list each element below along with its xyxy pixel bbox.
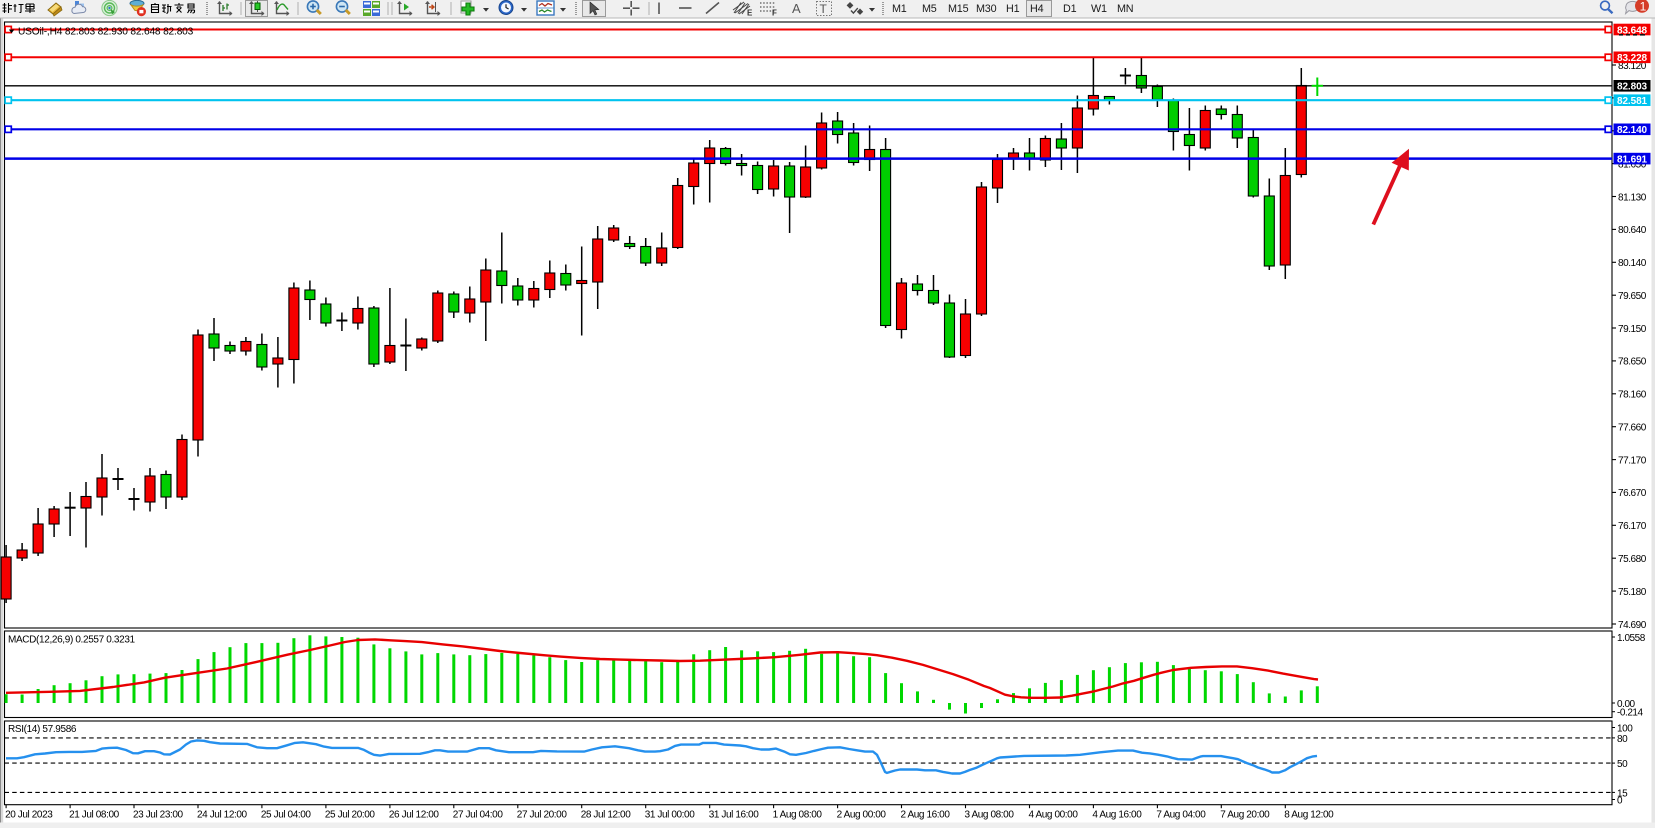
svg-text:1: 1 [1640, 0, 1647, 13]
svg-text:50: 50 [1617, 759, 1628, 770]
svg-text:81.130: 81.130 [1618, 192, 1647, 203]
svg-text:M30: M30 [976, 3, 997, 15]
svg-text:21 Jul 08:00: 21 Jul 08:00 [69, 810, 120, 821]
svg-text:26 Jul 12:00: 26 Jul 12:00 [389, 810, 440, 821]
svg-text:A: A [792, 1, 801, 16]
svg-text:8 Aug 12:00: 8 Aug 12:00 [1284, 810, 1334, 821]
svg-text:82.581: 82.581 [1617, 96, 1648, 107]
svg-text:78.650: 78.650 [1618, 357, 1647, 368]
svg-text:1 Aug 08:00: 1 Aug 08:00 [773, 810, 823, 821]
svg-text:81.691: 81.691 [1617, 154, 1648, 165]
svg-text:27 Jul 20:00: 27 Jul 20:00 [517, 810, 568, 821]
svg-text:83.648: 83.648 [1617, 25, 1648, 36]
svg-text:83.120: 83.120 [1618, 61, 1647, 72]
svg-text:76.670: 76.670 [1618, 488, 1647, 499]
svg-text:25 Jul 20:00: 25 Jul 20:00 [325, 810, 376, 821]
svg-text:76.170: 76.170 [1618, 521, 1647, 532]
svg-text:81.650: 81.650 [1618, 159, 1647, 170]
svg-text:4 Aug 16:00: 4 Aug 16:00 [1092, 810, 1142, 821]
svg-text:3 Aug 08:00: 3 Aug 08:00 [965, 810, 1015, 821]
svg-text:79.650: 79.650 [1618, 291, 1647, 302]
svg-text:M5: M5 [922, 3, 937, 15]
svg-text:1.0558: 1.0558 [1617, 633, 1646, 644]
svg-text:2 Aug 00:00: 2 Aug 00:00 [837, 810, 887, 821]
svg-text:74.690: 74.690 [1618, 620, 1647, 631]
svg-text:0: 0 [1617, 796, 1623, 807]
svg-text:31 Jul 00:00: 31 Jul 00:00 [645, 810, 696, 821]
svg-text:M1: M1 [892, 3, 907, 15]
svg-text:7 Aug 04:00: 7 Aug 04:00 [1156, 810, 1206, 821]
svg-text:77.170: 77.170 [1618, 455, 1647, 466]
svg-text:2 Aug 16:00: 2 Aug 16:00 [901, 810, 951, 821]
svg-text:15: 15 [1617, 788, 1628, 799]
svg-text:79.150: 79.150 [1618, 324, 1647, 335]
svg-text:75.180: 75.180 [1618, 587, 1647, 598]
svg-text:W1: W1 [1091, 3, 1107, 15]
svg-text:T: T [820, 2, 828, 16]
svg-text:75.680: 75.680 [1618, 554, 1647, 565]
svg-text:31 Jul 16:00: 31 Jul 16:00 [709, 810, 760, 821]
svg-text:USOil-,H4 82.803 82.930 82.64: USOil-,H4 82.803 82.930 82.648 82.803 [18, 26, 194, 37]
svg-text:82.140: 82.140 [1617, 125, 1648, 136]
svg-text:100: 100 [1617, 724, 1633, 735]
svg-text:27 Jul 04:00: 27 Jul 04:00 [453, 810, 504, 821]
svg-text:78.160: 78.160 [1618, 390, 1647, 401]
svg-text:77.660: 77.660 [1618, 423, 1647, 434]
svg-text:E: E [747, 9, 753, 18]
svg-text:H4: H4 [1030, 3, 1044, 15]
svg-text:-0.214: -0.214 [1617, 708, 1644, 719]
svg-text:83.228: 83.228 [1617, 53, 1648, 64]
svg-text:23 Jul 23:00: 23 Jul 23:00 [133, 810, 184, 821]
svg-text:RSI(14) 57.9586: RSI(14) 57.9586 [8, 724, 77, 735]
svg-text:MN: MN [1117, 3, 1133, 15]
svg-text:7 Aug 20:00: 7 Aug 20:00 [1220, 810, 1270, 821]
svg-text:H1: H1 [1006, 3, 1020, 15]
svg-text:4 Aug 00:00: 4 Aug 00:00 [1029, 810, 1079, 821]
svg-text:MACD(12,26,9) 0.2557 0.3231: MACD(12,26,9) 0.2557 0.3231 [8, 635, 136, 646]
svg-text:82.803: 82.803 [1617, 82, 1648, 93]
svg-text:28 Jul 12:00: 28 Jul 12:00 [581, 810, 632, 821]
svg-text:20 Jul 2023: 20 Jul 2023 [5, 810, 53, 821]
svg-text:24 Jul 12:00: 24 Jul 12:00 [197, 810, 248, 821]
svg-text:D1: D1 [1063, 3, 1077, 15]
svg-text:F: F [772, 9, 777, 18]
svg-text:80: 80 [1617, 734, 1628, 745]
svg-text:25 Jul 04:00: 25 Jul 04:00 [261, 810, 312, 821]
svg-text:M15: M15 [948, 3, 969, 15]
svg-text:80.640: 80.640 [1618, 225, 1647, 236]
svg-text:0.00: 0.00 [1617, 699, 1636, 710]
svg-text:80.140: 80.140 [1618, 258, 1647, 269]
